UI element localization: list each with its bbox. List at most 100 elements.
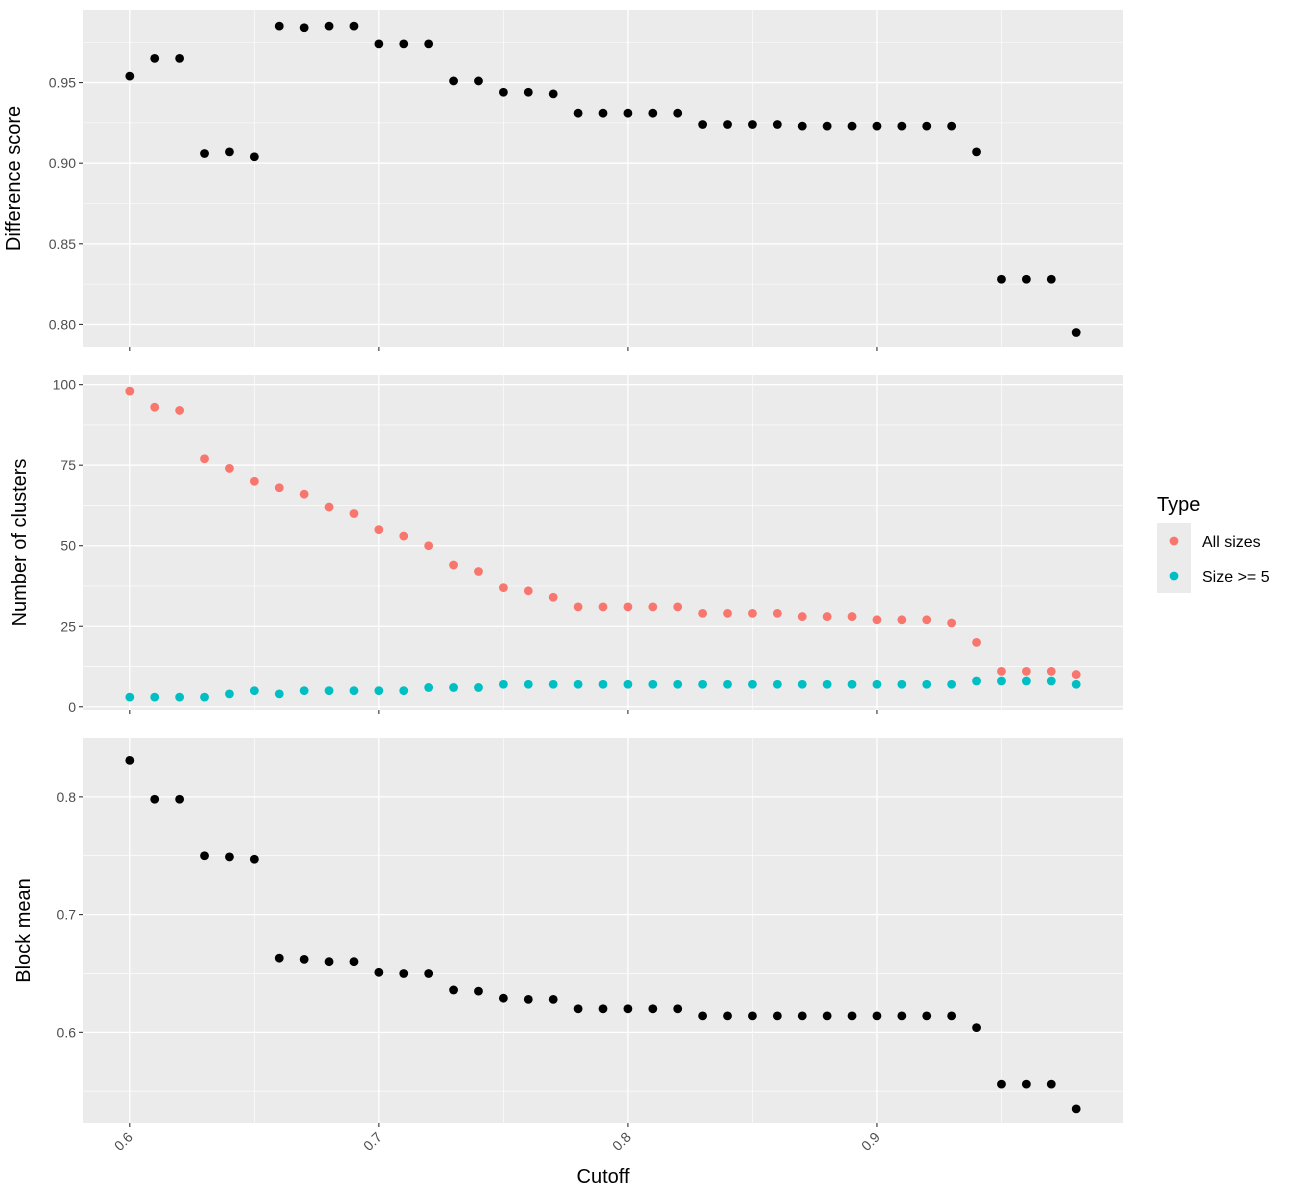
panel-background [83,10,1123,347]
data-point [474,683,483,692]
data-point [723,120,732,129]
data-point [548,592,558,602]
data-point [748,120,757,129]
data-point [598,679,608,689]
data-point [822,679,832,689]
data-point [573,679,583,689]
data-point [847,1011,857,1021]
data-point [822,1011,832,1021]
data-point [150,402,160,412]
data-point [847,679,857,689]
data-point [274,689,284,699]
data-point [498,993,508,1003]
data-point [523,586,533,596]
data-point [274,953,284,963]
data-point [1046,1079,1056,1089]
data-point [125,692,135,702]
data-point [324,686,334,696]
data-point [324,957,334,967]
data-point [399,39,409,49]
y-tick-label: 0.95 [49,75,76,91]
data-point [723,608,732,618]
y-tick-label: 0.90 [49,155,76,171]
data-point [299,686,309,696]
data-point [424,39,434,49]
data-point [374,967,384,977]
data-point [972,147,981,157]
data-point [424,541,434,551]
y-axis-title: Block mean [13,878,35,983]
data-point [673,679,683,689]
y-tick-label: 0.7 [57,907,77,923]
y-tick-label: 50 [60,538,76,554]
data-point [698,120,708,129]
data-point [225,464,234,473]
data-point [523,87,533,97]
data-point [548,89,558,99]
data-point [997,274,1006,284]
data-point [498,583,508,592]
data-point [922,679,932,689]
data-point [972,676,981,686]
data-point [997,1079,1006,1089]
data-point [872,679,882,689]
data-point [872,121,882,131]
data-point [748,608,757,618]
y-tick-label: 0.80 [49,316,76,332]
data-point [648,602,658,612]
data-point [548,679,558,689]
data-point [449,76,458,86]
data-point [175,53,185,63]
y-tick-label: 100 [53,377,77,393]
data-point [997,666,1006,676]
data-point [947,1011,957,1021]
data-point [150,53,160,63]
data-point [299,954,309,964]
data-point [972,1023,981,1033]
data-point [822,121,832,131]
data-point [150,692,160,702]
data-point [125,386,135,396]
legend-label-all-sizes: All sizes [1202,534,1261,551]
data-point [424,969,434,978]
data-point [249,476,259,486]
data-point [299,489,309,499]
data-point [249,152,259,162]
legend-key-background [1157,523,1191,593]
data-point [374,39,384,49]
data-point [324,502,334,512]
data-point [1071,328,1081,337]
data-point [673,108,683,118]
y-tick-label: 0 [68,699,76,715]
x-axis: 0.6 0.7 0.8 0.9 [111,1129,883,1154]
y-tick-label: 0.6 [57,1024,77,1040]
data-point [1021,1079,1031,1089]
data-point [324,21,334,31]
data-point [1021,274,1031,284]
data-point [274,21,284,31]
data-point [897,121,907,131]
data-point [225,689,234,699]
data-point [698,608,708,618]
data-point [399,686,409,696]
y-tick-label: 0.8 [57,789,77,805]
data-point [847,121,857,131]
data-point [847,612,857,621]
x-tick-label: 0.9 [858,1129,883,1154]
data-point [474,567,483,576]
series-points [125,676,1081,702]
data-point [548,994,558,1004]
data-point [573,108,583,118]
legend-title: Type [1157,494,1200,516]
data-point [200,851,209,861]
panels-layer: 0.80 0.85 0.90 0.95 Difference score 0 25 50 75 1… [3,10,1123,1127]
data-point [947,121,957,131]
data-point [249,854,259,864]
data-point [349,957,359,967]
x-tick-label: 0.6 [111,1129,136,1154]
data-point [424,683,434,692]
data-point [399,969,409,978]
data-point [1021,666,1031,676]
data-point [598,602,608,612]
data-point [698,1011,708,1021]
